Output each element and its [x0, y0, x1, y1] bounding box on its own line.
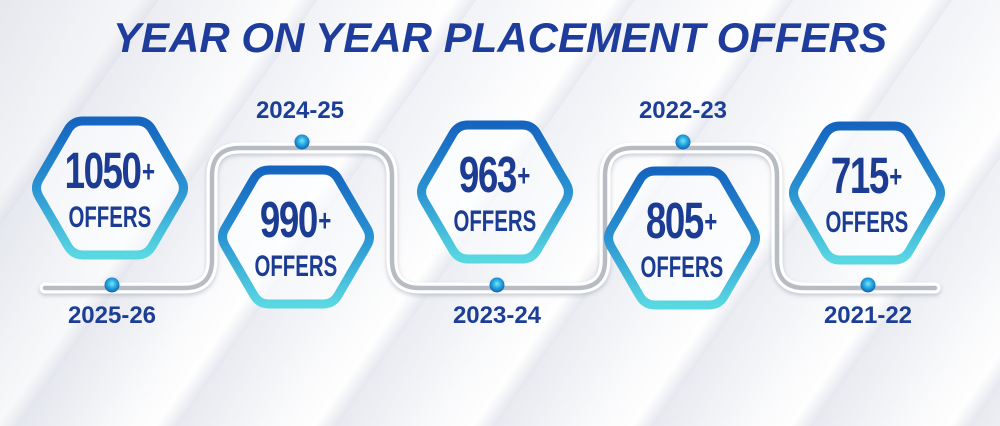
offers-label: OFFERS [68, 201, 152, 234]
page-title: YEAR ON YEAR PLACEMENT OFFERS [113, 14, 887, 61]
offers-count: 990 + [260, 194, 331, 245]
milestone-2024-25: 990 + OFFERS [216, 165, 376, 309]
offers-count: 805 + [646, 195, 717, 246]
year-label-2022-23: 2022-23 [638, 97, 728, 124]
offers-count: 963 + [459, 149, 530, 200]
timeline-dot [489, 277, 505, 293]
offers-count-value: 1050 [64, 142, 142, 199]
offers-count-value: 963 [459, 146, 517, 203]
milestone-2022-23: 805 + OFFERS [602, 166, 762, 310]
hexagon-badge [604, 166, 760, 310]
year-label-2021-22: 2021-22 [823, 302, 913, 329]
offers-label: OFFERS [254, 250, 338, 283]
timeline-dots [104, 134, 876, 293]
timeline-dot [675, 134, 691, 150]
offers-label: OFFERS [640, 251, 724, 284]
offers-count-value: 805 [646, 192, 704, 249]
year-label-2024-25: 2024-25 [255, 97, 345, 124]
hexagon-badge [218, 165, 374, 309]
offers-count-plus: + [142, 154, 156, 189]
timeline-dot [104, 277, 120, 293]
timeline-dot [294, 134, 310, 150]
year-label-2025-26: 2025-26 [67, 302, 157, 329]
hexagon-badge [32, 116, 188, 260]
offers-count-plus: + [704, 204, 718, 239]
offers-count-plus: + [889, 159, 903, 194]
offers-count-value: 715 [831, 147, 889, 204]
offers-label: OFFERS [453, 205, 537, 238]
offers-count-plus: + [517, 158, 531, 193]
timeline-dot [860, 277, 876, 293]
milestone-2025-26: 1050 + OFFERS [30, 116, 190, 260]
milestone-2021-22: 715 + OFFERS [787, 121, 947, 265]
year-label-2023-24: 2023-24 [452, 302, 542, 329]
offers-label: OFFERS [825, 206, 909, 239]
offers-count-plus: + [318, 203, 332, 238]
offers-count: 1050 + [65, 145, 155, 196]
offers-count-value: 990 [260, 191, 318, 248]
offers-count: 715 + [831, 150, 902, 201]
hexagon-badge [789, 121, 945, 265]
milestone-2023-24: 963 + OFFERS [415, 120, 575, 264]
hexagon-badge [417, 120, 573, 264]
